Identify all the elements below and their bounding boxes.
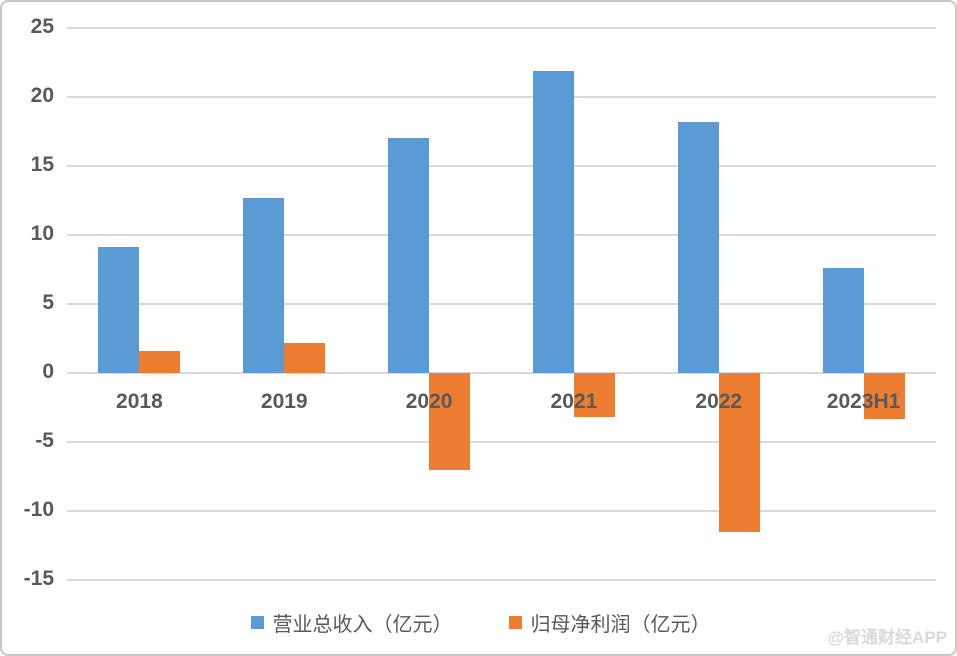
- legend-item-revenue: 营业总收入（亿元）: [250, 608, 453, 637]
- y-tick-label-5: 5: [42, 291, 54, 314]
- y-tick-label--15: -15: [23, 567, 54, 590]
- legend-item-net-profit: 归母净利润（亿元）: [508, 608, 711, 637]
- bar-net-profit-2022: [718, 373, 760, 532]
- gridline--10: [67, 510, 936, 512]
- watermark: @智通财经APP: [827, 628, 947, 647]
- bar-revenue-2021: [532, 70, 574, 373]
- bar-revenue-2020: [388, 138, 430, 373]
- bar-revenue-2023H1: [822, 268, 864, 373]
- gridline-25: [67, 27, 936, 29]
- bar-revenue-2019: [243, 197, 285, 373]
- y-tick-label-25: 25: [30, 15, 54, 38]
- gridline-5: [67, 303, 936, 305]
- bar-net-profit-2021: [573, 373, 615, 418]
- gridline--5: [67, 441, 936, 443]
- x-tick-label-2022: 2022: [695, 390, 743, 413]
- y-tick-label--10: -10: [23, 498, 54, 521]
- x-tick-label-2018: 2018: [116, 390, 163, 413]
- gridline-15: [67, 165, 936, 167]
- bar-revenue-2022: [677, 121, 719, 373]
- legend-swatch-revenue: [250, 616, 264, 629]
- legend-label-net-profit: 归母净利润（亿元）: [530, 614, 711, 636]
- bar-net-profit-2019: [284, 342, 326, 373]
- legend: 营业总收入（亿元） 归母净利润（亿元）: [2, 608, 955, 637]
- y-tick-label-0: 0: [42, 360, 54, 383]
- bar-revenue-2018: [98, 247, 140, 373]
- y-tick-label--5: -5: [35, 429, 54, 452]
- bar-net-profit-2020: [429, 373, 471, 470]
- gridline-20: [67, 96, 936, 98]
- y-tick-label-20: 20: [30, 84, 54, 107]
- x-tick-label-2021: 2021: [550, 390, 598, 413]
- gridline-0: [67, 372, 936, 374]
- bar-net-profit-2018: [139, 350, 181, 373]
- x-tick-label-2023H1: 2023H1: [826, 390, 901, 413]
- gridline--15: [67, 579, 936, 581]
- x-tick-label-2020: 2020: [405, 390, 453, 413]
- x-tick-label-2019: 2019: [260, 390, 308, 413]
- gridline-10: [67, 234, 936, 236]
- legend-label-revenue: 营业总收入（亿元）: [272, 614, 453, 636]
- bar-net-profit-2023H1: [863, 373, 905, 419]
- legend-swatch-net-profit: [508, 616, 522, 629]
- y-tick-label-10: 10: [30, 222, 54, 245]
- y-tick-label-15: 15: [30, 153, 54, 176]
